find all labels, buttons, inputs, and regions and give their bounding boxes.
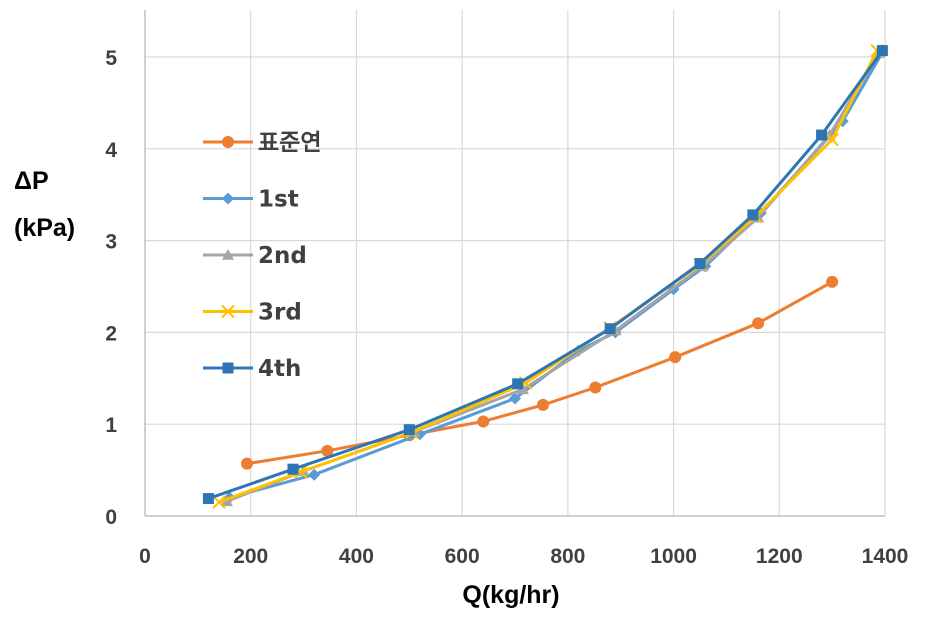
data-point-marker <box>222 362 234 374</box>
y-tick-label: 3 <box>105 231 117 254</box>
data-point-marker <box>221 304 235 319</box>
data-point-marker <box>202 493 214 505</box>
series-line <box>226 51 881 503</box>
data-point-marker <box>222 192 234 205</box>
legend-label: 4th <box>258 356 301 382</box>
y-tick-label: 1 <box>105 414 117 437</box>
x-tick-label: 600 <box>445 545 480 568</box>
axes <box>144 10 885 517</box>
x-tick-label: 1200 <box>756 545 803 568</box>
x-tick-label: 200 <box>233 545 268 568</box>
y-tick-label: 2 <box>105 322 117 345</box>
legend: 표준연 1st 2nd 3rd 4th <box>203 130 321 382</box>
data-point-marker <box>747 209 759 221</box>
data-point-marker <box>403 424 415 436</box>
data-point-marker <box>752 317 765 330</box>
data-point-marker <box>694 258 706 270</box>
x-tick-label: 1000 <box>650 545 697 568</box>
x-tick-label: 0 <box>139 545 151 568</box>
series-line <box>229 51 884 500</box>
series-1 <box>241 275 839 470</box>
data-point-marker <box>826 275 839 288</box>
tick-labels: 0 200 400 600 800 1000 1200 1400 0 1 2 3 4 5 <box>105 47 908 568</box>
data-point-marker <box>816 129 828 141</box>
x-marker-stroke <box>825 132 839 147</box>
series-3 <box>220 46 886 507</box>
data-point-marker <box>604 323 616 335</box>
data-point-marker <box>222 136 234 148</box>
data-point-marker <box>512 378 524 390</box>
data-point-marker <box>212 495 226 509</box>
legend-entry: 2nd <box>203 243 307 269</box>
x-tick-label: 1400 <box>862 545 909 568</box>
legend-label: 1st <box>258 187 299 213</box>
y-tick-label: 0 <box>105 506 117 529</box>
legend-label: 2nd <box>258 243 307 269</box>
data-point-marker <box>669 351 682 364</box>
data-point-marker <box>287 463 299 475</box>
legend-label: 3rd <box>258 300 302 326</box>
y-tick-label: 5 <box>105 47 117 70</box>
x-marker-stroke <box>221 304 235 319</box>
data-point-marker <box>876 45 888 57</box>
legend-entry: 표준연 <box>203 130 321 156</box>
legend-label: 표준연 <box>258 130 321 156</box>
x-marker-stroke <box>294 465 308 479</box>
gridlines <box>145 10 886 516</box>
data-point-marker <box>241 457 254 470</box>
legend-entry: 3rd <box>203 300 302 326</box>
data-point-marker <box>308 468 321 481</box>
y-axis-title-line1: ΔP <box>14 167 49 195</box>
series-line <box>218 49 879 504</box>
x-marker-stroke <box>212 495 226 509</box>
series-2 <box>223 46 889 504</box>
y-tick-label: 4 <box>105 139 117 162</box>
legend-entry: 4th <box>203 356 301 382</box>
series-line <box>207 49 884 501</box>
data-point-marker <box>589 381 602 394</box>
data-point-marker <box>537 398 550 411</box>
data-point-marker <box>509 392 521 405</box>
x-tick-label: 800 <box>550 545 585 568</box>
data-point-marker <box>222 249 234 260</box>
data-point-marker <box>477 415 490 428</box>
data-point-marker <box>825 132 839 147</box>
legend-entry: 1st <box>203 187 299 213</box>
x-axis-title: Q(kg/hr) <box>462 581 559 609</box>
series-4 <box>212 43 884 509</box>
series-5 <box>202 45 888 505</box>
y-axis-title-line2: (kPa) <box>14 214 75 242</box>
data-point-marker <box>321 444 334 457</box>
x-tick-label: 400 <box>339 545 374 568</box>
data-series <box>202 43 889 509</box>
